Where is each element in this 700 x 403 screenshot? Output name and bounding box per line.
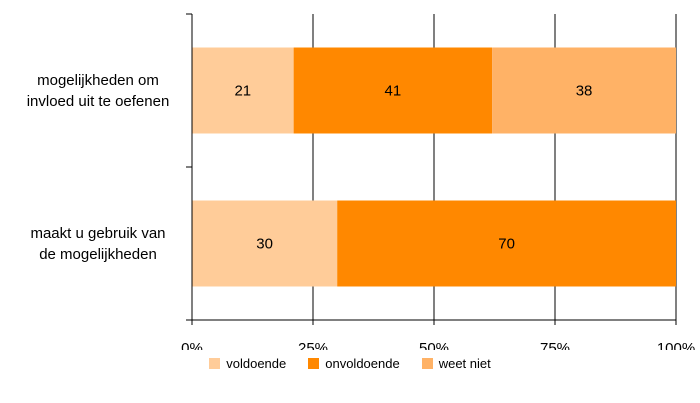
category-label-line: invloed uit te oefenen [27, 93, 170, 110]
category-label: maakt u gebruik van de mogelijkheden [30, 225, 165, 263]
legend-swatch [421, 358, 433, 369]
data-label: 38 [576, 83, 593, 100]
bars [192, 47, 676, 287]
bar-segment [293, 47, 493, 134]
axes [186, 13, 677, 325]
legend-label: weet niet [438, 356, 491, 371]
category-label-line: maakt u gebruik van [30, 225, 165, 242]
data-label: 70 [498, 236, 515, 253]
legend-label: onvoldoende [325, 356, 400, 371]
category-label: mogelijkheden om invloed uit te oefenen [27, 72, 170, 110]
legend-item: voldoende [209, 356, 286, 371]
bar-segment [192, 200, 338, 287]
category-label-line: mogelijkheden om [37, 72, 159, 89]
stacked-bar-chart: 0% 25% 50% 75% 100% 21 41 38 mogelijkheden om inv… [27, 13, 696, 350]
legend-swatch [209, 358, 221, 369]
data-label: 21 [234, 83, 251, 100]
bar-segment [492, 47, 676, 134]
x-tick-label: 100% [657, 340, 695, 350]
x-tick-label: 50% [419, 340, 449, 350]
legend: voldoende onvoldoende weet niet [0, 356, 700, 371]
x-tick-label: 25% [298, 340, 328, 350]
x-tick-label: 75% [540, 340, 570, 350]
legend-swatch [308, 358, 320, 369]
data-label: 30 [256, 236, 273, 253]
legend-label: voldoende [226, 356, 287, 371]
legend-item: onvoldoende [308, 356, 400, 371]
x-tick-label: 0% [181, 340, 203, 350]
data-label: 41 [385, 83, 402, 100]
labels: 0% 25% 50% 75% 100% 21 41 38 mogelijkheden om inv… [27, 72, 696, 350]
bar-segment [337, 200, 676, 287]
category-label-line: de mogelijkheden [39, 246, 157, 263]
legend-item: weet niet [421, 356, 491, 371]
bar-segment [192, 47, 294, 134]
